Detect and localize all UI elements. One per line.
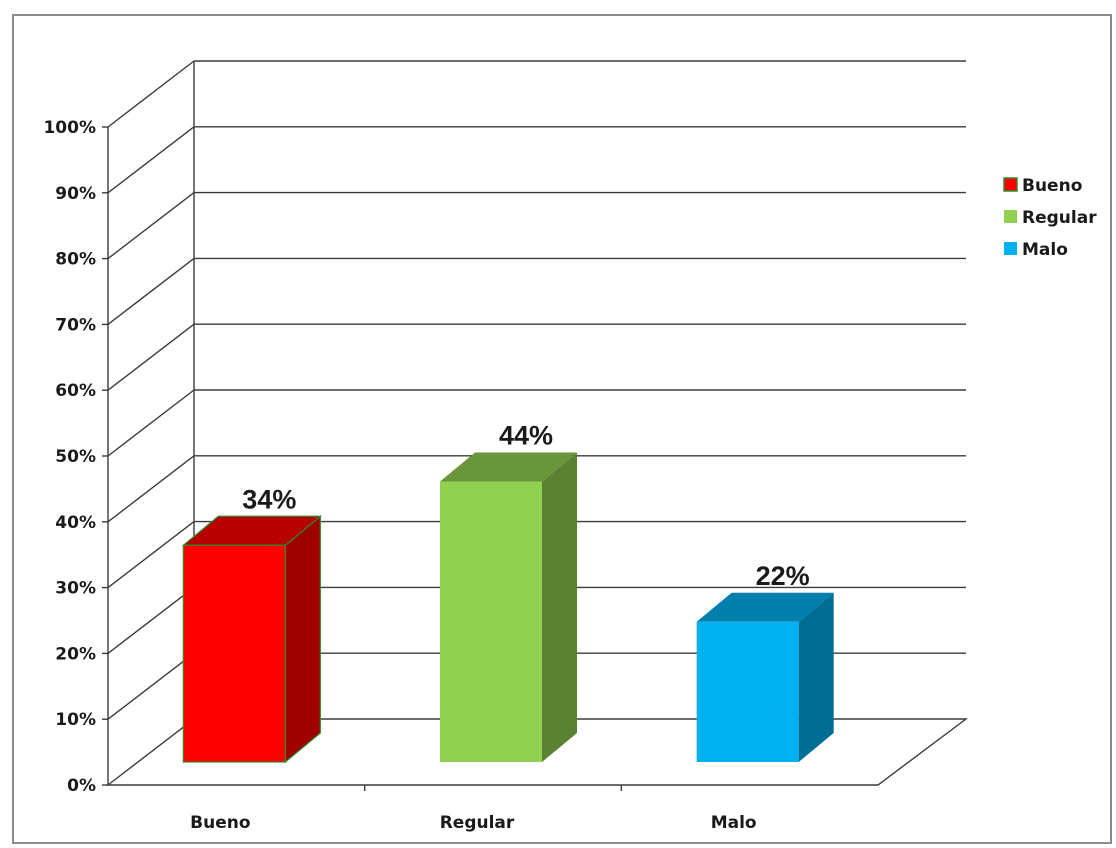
- bar-front: [440, 481, 542, 762]
- bar-top: [440, 452, 577, 482]
- y-tick-label: 30%: [55, 579, 96, 599]
- bars: [181, 452, 834, 764]
- bar-front: [696, 621, 799, 762]
- category-label-regular: Regular: [440, 813, 515, 833]
- y-tick-label: 20%: [55, 644, 96, 664]
- gridline-diagonal: [107, 60, 195, 128]
- y-tick-label: 90%: [55, 184, 96, 204]
- y-tick-label: 70%: [55, 315, 96, 335]
- gridline-diagonal: [107, 323, 195, 391]
- bar-side: [798, 592, 834, 762]
- gridline-diagonal: [107, 192, 195, 260]
- gridline-diagonal: [107, 126, 195, 194]
- y-tick-label: 0%: [67, 776, 96, 796]
- bar-bueno: [181, 515, 322, 764]
- category-label-malo: Malo: [711, 813, 757, 833]
- legend: Bueno Regular Malo: [1003, 176, 1097, 260]
- legend-label-bueno: Bueno: [1022, 176, 1082, 196]
- gridline-diagonal: [107, 389, 195, 457]
- gridline-diagonal: [107, 652, 195, 720]
- bar-side: [284, 515, 321, 764]
- gridline-diagonal: [107, 257, 195, 325]
- gridline-diagonal: [107, 455, 195, 523]
- bar-side: [542, 452, 577, 762]
- legend-swatch-regular: [1004, 210, 1017, 223]
- y-tick-label: 40%: [55, 513, 96, 533]
- bar-top: [696, 592, 834, 622]
- y-tick-labels: 0% 10% 20% 30% 40% 50% 60% 70% 80% 90% 100%: [43, 118, 108, 796]
- legend-swatch-malo: [1004, 242, 1017, 255]
- y-tick-label: 100%: [43, 118, 96, 138]
- data-label-bueno: 34%: [242, 484, 296, 514]
- gridline-diagonal: [107, 521, 195, 589]
- bar-malo: [696, 592, 834, 762]
- gridline-diagonal: [107, 586, 195, 654]
- y-tick-label: 80%: [55, 250, 96, 270]
- y-tick-label: 60%: [55, 381, 96, 401]
- data-labels: 34% 44% 22%: [242, 421, 809, 591]
- legend-label-regular: Regular: [1022, 208, 1097, 228]
- bar-regular: [440, 452, 577, 762]
- legend-swatch-bueno: [1003, 177, 1018, 192]
- category-label-bueno: Bueno: [190, 813, 250, 833]
- category-labels: Bueno Regular Malo: [190, 813, 756, 833]
- bar-front: [182, 544, 286, 763]
- gridlines: [107, 60, 966, 720]
- data-label-regular: 44%: [499, 421, 553, 451]
- legend-label-malo: Malo: [1022, 240, 1068, 260]
- y-tick-label: 10%: [55, 710, 96, 730]
- y-tick-label: 50%: [55, 447, 96, 467]
- data-label-malo: 22%: [756, 561, 810, 591]
